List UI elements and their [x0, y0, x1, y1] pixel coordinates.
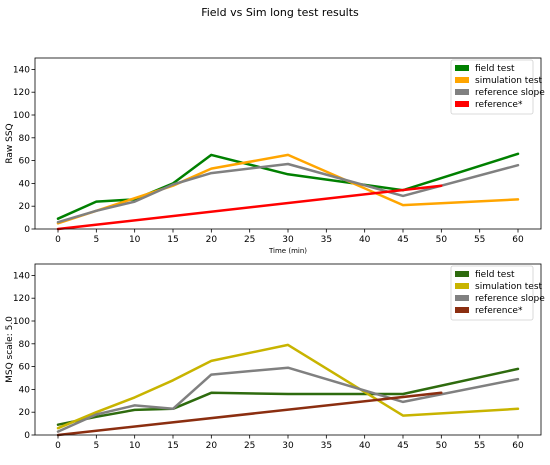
x-tick-label: 45: [397, 235, 408, 245]
x-tick-label: 45: [397, 441, 408, 451]
y-tick-label: 120: [13, 88, 30, 98]
y-tick-label: 60: [19, 363, 31, 373]
x-tick-label: 35: [321, 235, 332, 245]
figure-title: Field vs Sim long test results: [201, 6, 359, 19]
x-tick-label: 35: [321, 441, 332, 451]
x-tick-label: 15: [167, 441, 178, 451]
x-axis-label: Time (min): [268, 247, 307, 255]
x-tick-label: 55: [474, 441, 485, 451]
legend-label: simulation test: [475, 282, 543, 292]
x-tick-label: 20: [206, 441, 218, 451]
legend-label: simulation test: [475, 76, 543, 86]
x-tick-label: 0: [55, 235, 61, 245]
series-line-field-test: [56, 152, 520, 220]
x-tick-label: 5: [93, 235, 99, 245]
legend-swatch: [455, 307, 469, 313]
x-tick-label: 50: [436, 441, 448, 451]
y-tick-label: 120: [13, 294, 30, 304]
x-tick-label: 25: [244, 441, 255, 451]
y-tick-label: 80: [19, 134, 31, 144]
y-tick-label: 80: [19, 340, 31, 350]
legend-swatch: [455, 295, 469, 301]
y-tick-label: 100: [13, 111, 30, 121]
x-tick-label: 20: [206, 235, 218, 245]
y-axis-label: Raw SSQ: [5, 123, 15, 163]
legend-label: reference*: [475, 306, 523, 316]
x-tick-label: 25: [244, 235, 255, 245]
top-chart: 0 5 10 15 20 25 30 35 40 45 50 55 60 0 20 40 60 80 100 120 1…: [5, 57, 545, 255]
legend-label: field test: [475, 64, 515, 74]
legend-label: reference*: [475, 100, 523, 110]
legend: field test simulation test reference slope…: [450, 59, 545, 115]
y-tick-label: 0: [24, 431, 30, 441]
x-tick-label: 10: [129, 441, 141, 451]
x-tick-label: 40: [359, 235, 371, 245]
x-tick-label: 0: [55, 441, 61, 451]
y-tick-label: 100: [13, 317, 30, 327]
x-tick-label: 5: [93, 441, 99, 451]
series-line-reference-slope: [56, 366, 520, 433]
legend-box: [450, 265, 534, 321]
legend-swatch: [455, 271, 469, 277]
y-tick-label: 140: [13, 65, 30, 75]
legend-label: reference slope: [475, 88, 545, 98]
x-tick-label: 15: [167, 235, 178, 245]
y-axis-label: MSQ scale: 5.0: [5, 316, 15, 383]
x-tick-label: 10: [129, 235, 141, 245]
y-tick-label: 40: [19, 385, 31, 395]
legend-label: field test: [475, 270, 515, 280]
x-tick-label: 60: [512, 235, 524, 245]
x-tick-label: 40: [359, 441, 371, 451]
y-tick-label: 140: [13, 271, 30, 281]
series-line-simulation-test: [56, 343, 520, 430]
legend-swatch: [455, 65, 469, 71]
y-tick-label: 40: [19, 179, 31, 189]
y-tick-label: 0: [24, 225, 30, 235]
bottom-chart: 0 5 10 15 20 25 30 35 40 45 50 55 60 0 20 40 60 80 100 120 1…: [5, 263, 545, 451]
y-tick-label: 20: [19, 408, 31, 418]
legend-label: reference slope: [475, 294, 545, 304]
legend-swatch: [455, 283, 469, 289]
y-tick-label: 20: [19, 202, 31, 212]
x-tick-label: 55: [474, 235, 485, 245]
y-tick-label: 60: [19, 157, 31, 167]
legend-swatch: [455, 89, 469, 95]
x-tick-label: 30: [282, 441, 294, 451]
legend-swatch: [455, 101, 469, 107]
x-tick-label: 50: [436, 235, 448, 245]
legend-box: [450, 59, 534, 115]
series-line-field-test: [56, 367, 520, 426]
legend: field test simulation test reference slope…: [450, 265, 545, 321]
x-tick-label: 60: [512, 441, 524, 451]
series-line-reference: [56, 391, 443, 437]
series-line-reference: [56, 184, 443, 231]
legend-swatch: [455, 77, 469, 83]
series-line-reference-slope: [56, 162, 520, 224]
x-tick-label: 30: [282, 235, 294, 245]
